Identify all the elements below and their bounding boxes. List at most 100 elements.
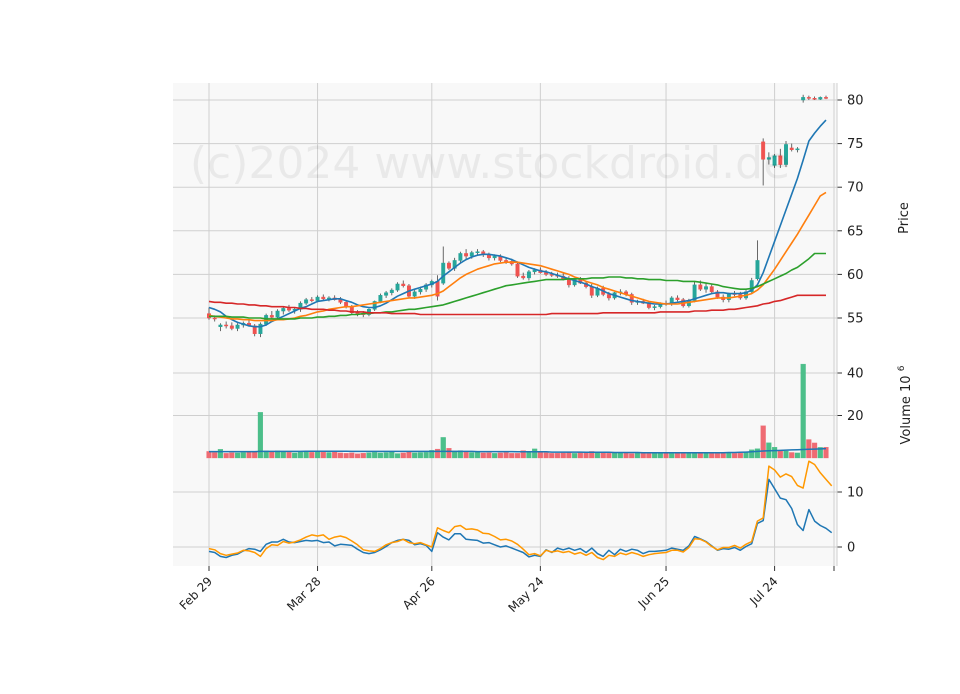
candle-body — [315, 296, 320, 301]
volume-bar — [737, 452, 743, 459]
candle-body — [446, 262, 451, 269]
oscillator-line — [208, 460, 833, 561]
volume-bar — [800, 363, 806, 459]
volume-bar — [749, 449, 755, 459]
volume-bar — [297, 451, 303, 459]
volume-bar — [389, 451, 395, 459]
volume-bar — [589, 451, 595, 459]
volume-bar — [657, 452, 663, 459]
volume-bar — [440, 437, 446, 459]
candle-body — [321, 296, 326, 300]
x-tick-label: May 24 — [506, 574, 547, 615]
volume-bar — [383, 452, 389, 459]
volume-bar — [360, 452, 366, 459]
candle-body — [709, 286, 714, 293]
candle-body — [389, 289, 394, 293]
volume-bar — [783, 450, 789, 459]
volume-bar — [760, 425, 766, 459]
plot-series — [206, 94, 833, 561]
volume-bar — [629, 453, 635, 459]
candle-body — [212, 317, 217, 320]
volume-bar — [777, 450, 783, 459]
volume-bar — [526, 451, 532, 459]
candle-body — [784, 144, 788, 165]
candle-body — [252, 325, 257, 334]
volume-axis-title: Volume 10 6 — [897, 365, 914, 444]
volume-bar — [492, 453, 498, 459]
volume-bar — [480, 452, 486, 459]
candle-body — [749, 280, 754, 293]
volume-bar — [223, 453, 229, 459]
candle-body — [412, 291, 417, 297]
volume-moving-average-line — [209, 447, 827, 454]
volume-bar — [349, 452, 355, 459]
volume-bar — [549, 453, 555, 459]
price-moving-average-line — [208, 191, 827, 322]
price-y-tick-label: 80 — [847, 94, 864, 109]
candle-body — [475, 251, 480, 253]
candle-body — [504, 260, 509, 262]
candle-body — [235, 324, 240, 329]
candle-body — [269, 315, 274, 318]
volume-bar — [337, 452, 343, 459]
volume-bar — [320, 451, 326, 459]
volume-bar — [726, 452, 732, 459]
candle-body — [458, 253, 463, 261]
volume-bar — [286, 452, 292, 459]
candle-body — [515, 263, 520, 277]
price-moving-average-line — [209, 252, 826, 320]
candle-body — [812, 98, 817, 100]
volume-bar — [754, 448, 761, 459]
volume-bar — [406, 451, 412, 459]
volume-y-tick-label: 40 — [847, 367, 864, 382]
candle-body — [824, 97, 828, 99]
candle-body — [544, 272, 549, 275]
price-y-tick-label: 70 — [847, 181, 864, 196]
volume-bar — [566, 452, 572, 459]
candle-body — [692, 284, 697, 301]
volume-bar — [434, 448, 441, 459]
candle-body — [715, 291, 720, 298]
candle-body — [218, 324, 223, 327]
candle-body — [675, 297, 680, 300]
volume-bar — [714, 453, 721, 459]
x-tick-label: Apr 26 — [400, 574, 438, 612]
candle-body — [795, 148, 800, 151]
candle-body — [378, 295, 383, 302]
volume-bar — [400, 452, 406, 459]
price-moving-average-line — [208, 294, 826, 316]
volume-bar — [572, 453, 578, 459]
volume-bar — [514, 453, 521, 459]
candle-body — [572, 279, 577, 286]
volume-bar — [503, 452, 509, 459]
volume-bar — [794, 452, 801, 459]
candle-body — [698, 284, 703, 290]
candle-body — [401, 283, 406, 286]
candle-body — [755, 260, 760, 280]
volume-bar — [709, 453, 715, 459]
volume-bar — [234, 452, 241, 459]
volume-bar — [640, 452, 646, 459]
candle-body — [492, 255, 497, 259]
volume-bar — [509, 453, 515, 459]
volume-bar — [314, 451, 321, 459]
volume-bar — [606, 452, 612, 459]
volume-bar — [663, 452, 669, 459]
price-panel-bg — [173, 83, 837, 352]
candle-body — [395, 283, 400, 291]
candle-body — [726, 293, 731, 300]
volume-bar — [789, 452, 795, 459]
volume-bar — [212, 452, 218, 459]
price-y-tick-label: 55 — [847, 312, 864, 327]
candle-body — [384, 292, 389, 296]
volume-bar — [463, 451, 469, 459]
candle-body — [464, 253, 469, 257]
volume-bar — [229, 452, 235, 459]
candle-body — [275, 310, 280, 318]
volume-bar — [732, 453, 738, 459]
volume-bar — [669, 453, 675, 459]
price-axis-title: Price — [897, 202, 912, 234]
candle-body — [372, 301, 377, 310]
